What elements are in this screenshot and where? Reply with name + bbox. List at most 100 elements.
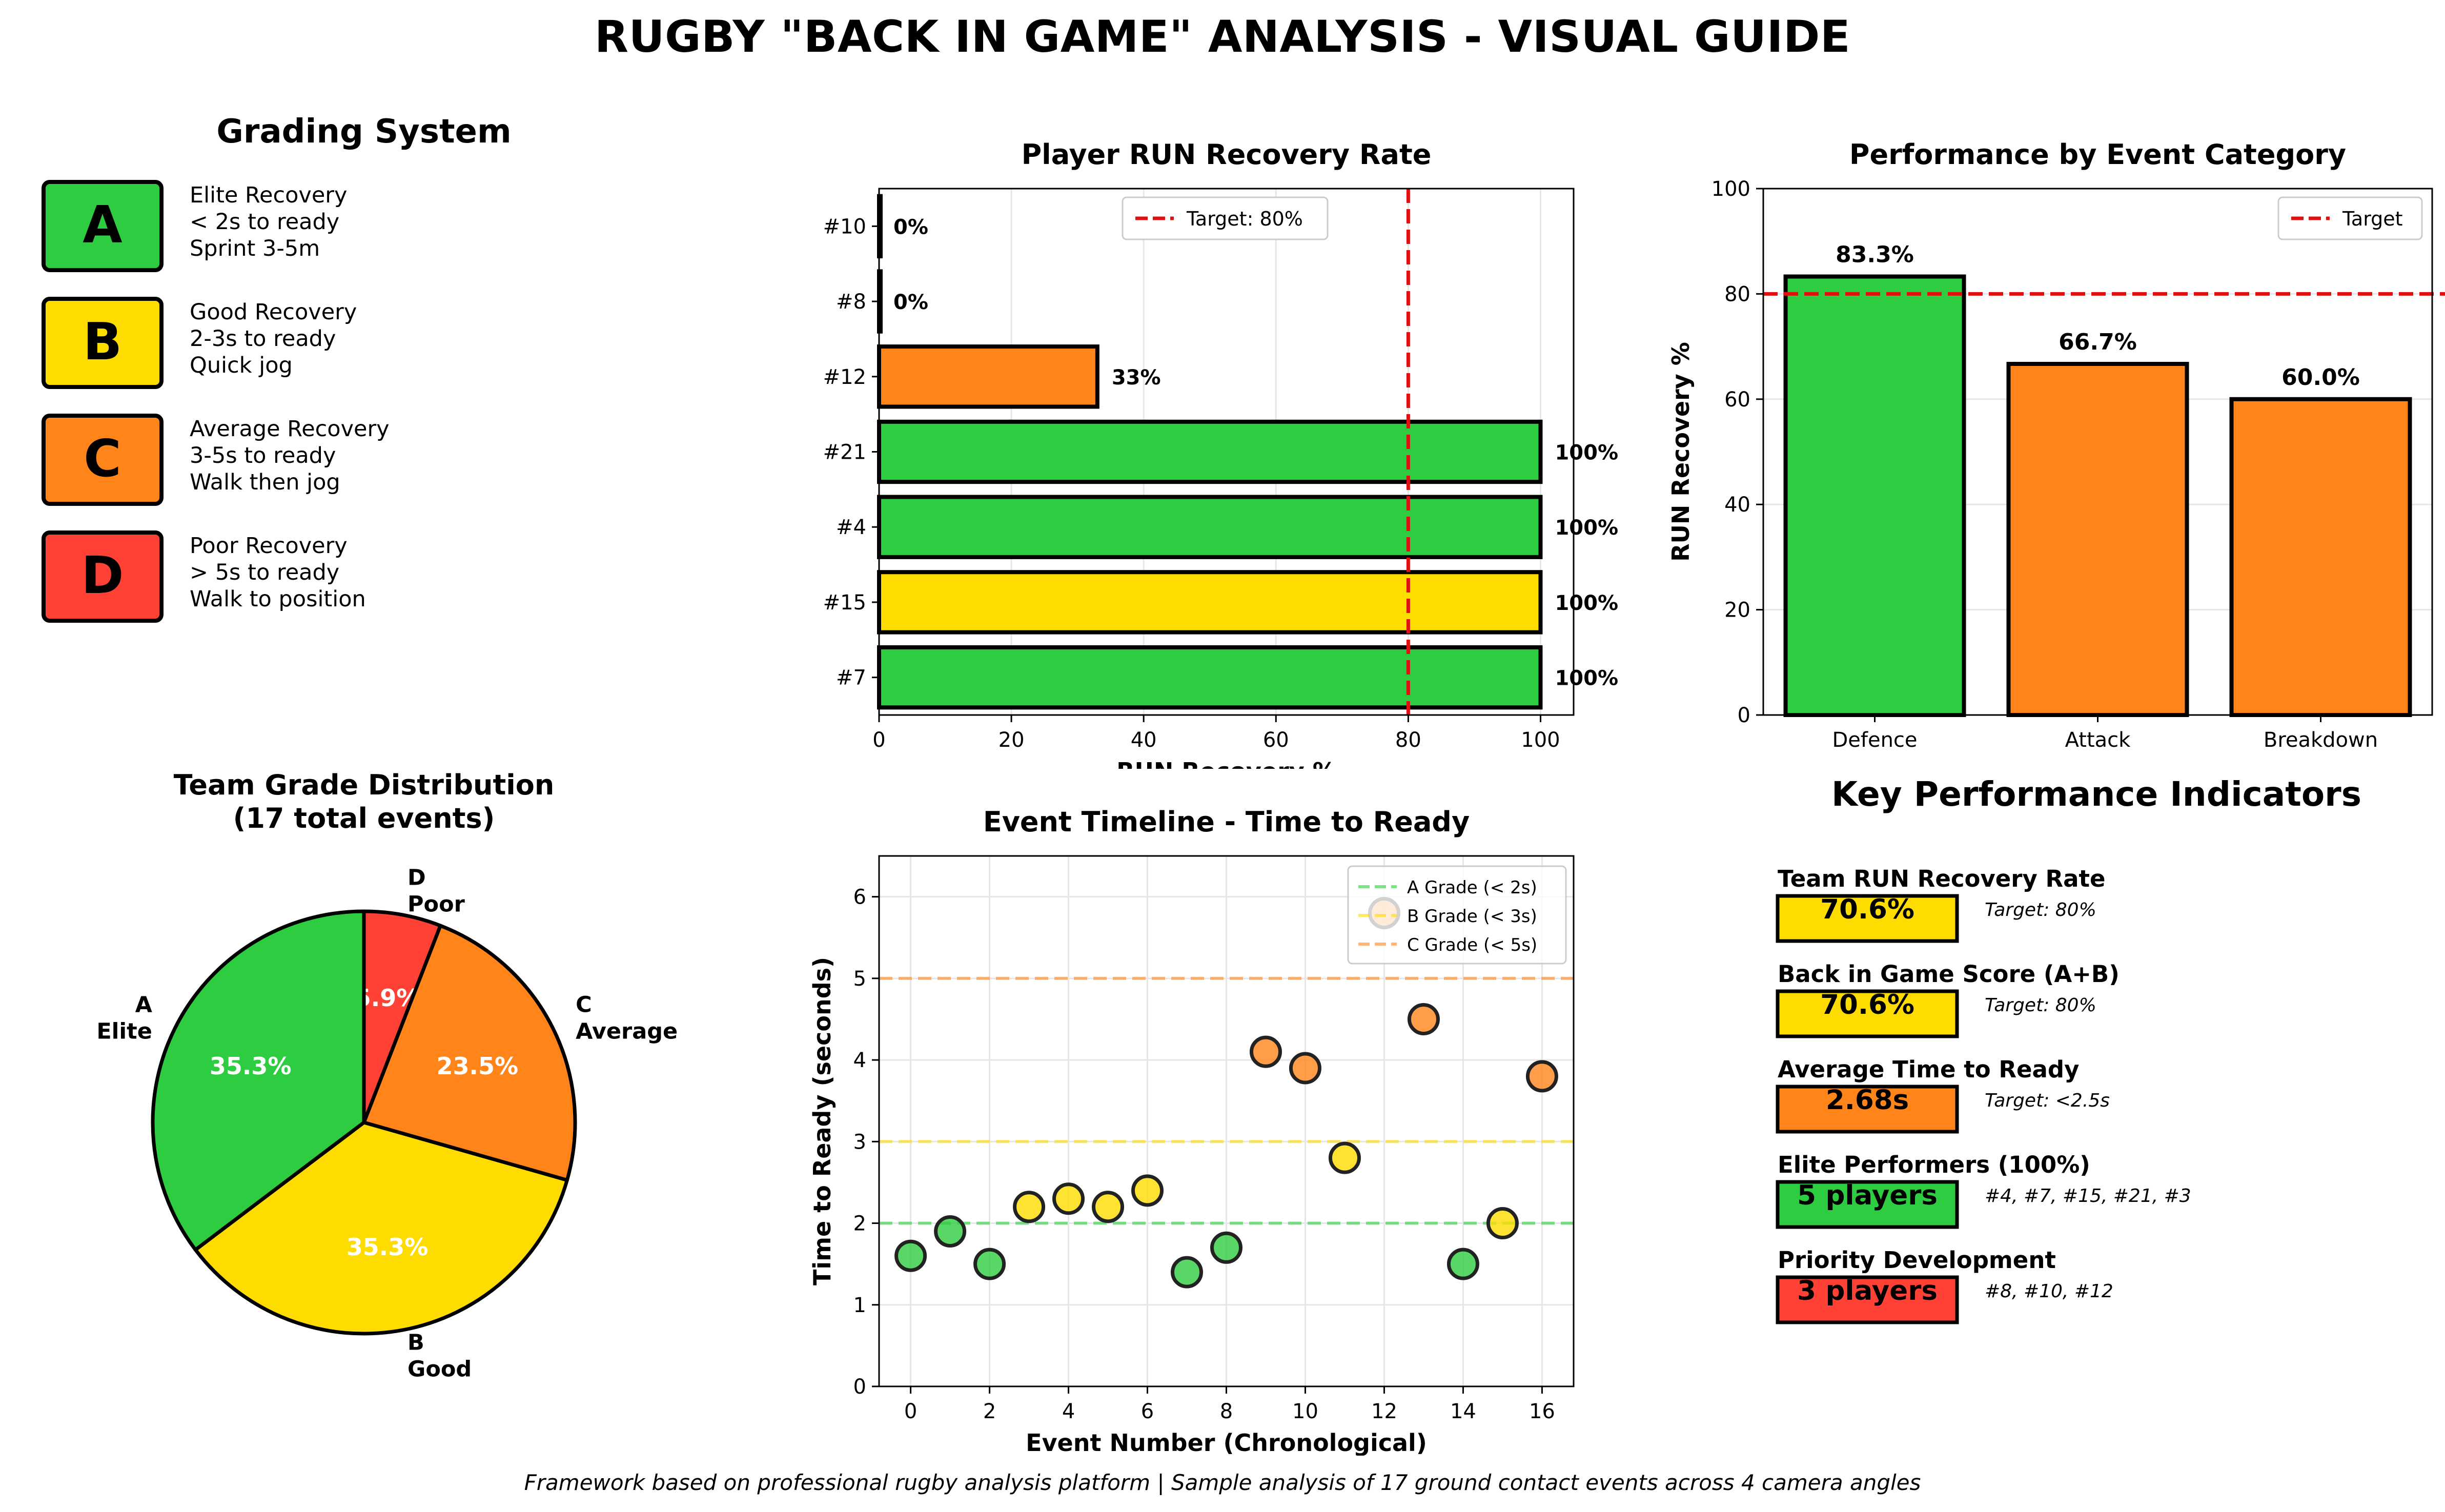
data-point xyxy=(894,1239,927,1272)
plot-frame xyxy=(1762,188,2433,716)
bar xyxy=(877,344,1099,409)
kpi-value-box xyxy=(1776,1180,1959,1229)
kpi-label: Team RUN Recovery Rate xyxy=(1778,865,2106,892)
chart-title: Team Grade Distribution xyxy=(174,769,555,801)
kpi-label: Priority Development xyxy=(1778,1247,2056,1274)
bar-value-label: 100% xyxy=(1555,591,1618,615)
x-tick-label: 100 xyxy=(1521,728,1560,752)
y-tick-label: 0 xyxy=(1738,704,1750,727)
data-point xyxy=(1407,1003,1440,1035)
bar xyxy=(2229,397,2412,717)
data-point xyxy=(1092,1191,1125,1223)
pie-percent-label: 35.3% xyxy=(347,1233,429,1261)
pie-slice xyxy=(362,924,577,1182)
y-tick-label: #10 xyxy=(823,215,866,238)
kpi-title: Key Performance Indicators xyxy=(1831,774,2361,814)
x-tick-label: 80 xyxy=(1395,728,1421,752)
legend-box xyxy=(1347,865,1567,965)
x-tick-label: Defence xyxy=(1832,728,1917,752)
legend-label: A Grade (< 2s) xyxy=(1407,877,1537,898)
grade-description-line: Elite Recovery xyxy=(190,182,347,208)
y-tick-label: #21 xyxy=(823,441,866,464)
bar xyxy=(877,419,1543,484)
kpi-panel: Key Performance Indicators Team RUN Recov… xyxy=(1776,774,2361,1324)
x-tick-label: 0 xyxy=(872,728,885,752)
y-tick-label: 0 xyxy=(853,1375,866,1399)
data-point xyxy=(934,1215,967,1248)
player-recovery-chart: Player RUN Recovery Rate 100% #7 100% #15 100… xyxy=(823,138,1618,769)
x-tick-label: 10 xyxy=(1292,1400,1318,1423)
legend-box xyxy=(1122,196,1329,240)
kpi-value: 3 players xyxy=(1797,1275,1938,1306)
pie-grade-label: A xyxy=(135,992,153,1017)
kpi-label: Average Time to Ready xyxy=(1778,1056,2079,1083)
x-tick-label: 60 xyxy=(1263,728,1289,752)
pie-percent-label: 23.5% xyxy=(437,1052,519,1080)
data-point xyxy=(1328,1141,1361,1174)
grade-swatch xyxy=(42,414,164,506)
kpi-value-box xyxy=(1776,1085,1959,1134)
y-tick-label: 6 xyxy=(853,886,866,909)
pie-category-label: Average xyxy=(576,1018,678,1044)
kpi-item: Back in Game Score (A+B)70.6% Target: 80% xyxy=(1776,961,2120,1038)
pie-slice xyxy=(193,1120,569,1336)
grade-description-line: Walk then jog xyxy=(190,469,340,495)
grade-swatch xyxy=(42,180,164,272)
kpi-value: 5 players xyxy=(1797,1180,1938,1211)
x-tick-label: 0 xyxy=(904,1400,917,1423)
legend-label: Target: 80% xyxy=(1186,208,1303,230)
kpi-note: Target: <2.5s xyxy=(1985,1090,2110,1111)
bar-value-label: 83.3% xyxy=(1836,242,1914,268)
bar-value-label: 66.7% xyxy=(2059,329,2137,355)
bar xyxy=(877,495,1543,559)
y-tick-label: #7 xyxy=(836,666,866,690)
y-tick-label: #8 xyxy=(836,290,866,314)
pie-category-label: Poor xyxy=(408,891,465,917)
x-tick-label: 16 xyxy=(1529,1400,1555,1423)
y-axis-label: Time to Ready (seconds) xyxy=(808,957,836,1285)
y-tick-label: 100 xyxy=(1712,177,1750,201)
plot-frame xyxy=(878,188,1575,716)
grade-description-line: Average Recovery xyxy=(190,416,390,442)
data-point xyxy=(1289,1052,1321,1085)
chart-title: Player RUN Recovery Rate xyxy=(1022,138,1432,171)
bar-value-label: 100% xyxy=(1555,441,1618,465)
bar-value-label: 100% xyxy=(1555,667,1618,690)
kpi-note: #4, #7, #15, #21, #3 xyxy=(1985,1186,2191,1207)
chart-title: Event Timeline - Time to Ready xyxy=(983,806,1470,838)
y-tick-label: #12 xyxy=(823,365,866,389)
y-tick-label: 40 xyxy=(1724,493,1750,517)
bar-value-label: 60.0% xyxy=(2281,364,2360,391)
legend-label: Target xyxy=(2342,208,2403,230)
grade-distribution-chart: Team Grade Distribution(17 total events)… xyxy=(96,769,678,1382)
chart-subtitle: (17 total events) xyxy=(233,802,495,834)
data-point xyxy=(1013,1191,1046,1223)
legend: Target xyxy=(2277,196,2423,240)
grading-title: Grading System xyxy=(216,113,511,151)
kpi-value-box xyxy=(1776,894,1959,943)
x-tick-label: 2 xyxy=(983,1400,996,1423)
kpi-note: #8, #10, #12 xyxy=(1985,1281,2113,1302)
grade-description-line: Poor Recovery xyxy=(190,533,348,559)
grade-letter: B xyxy=(83,312,122,372)
pie-category-label: Elite xyxy=(96,1018,152,1044)
grade-letter: D xyxy=(81,545,124,605)
pie-percent-label: 35.3% xyxy=(210,1052,292,1080)
bar xyxy=(877,570,1543,635)
x-axis-label: RUN Recovery % xyxy=(1116,758,1336,769)
grade-description-line: Walk to position xyxy=(190,586,366,612)
kpi-label: Elite Performers (100%) xyxy=(1778,1151,2090,1178)
y-tick-label: 5 xyxy=(853,967,866,991)
x-tick-label: 40 xyxy=(1131,728,1157,752)
grading-system-panel: Grading System A Elite Recovery< 2s to rea… xyxy=(42,113,512,623)
bar-value-label: 0% xyxy=(893,291,928,314)
grade-description-line: Sprint 3-5m xyxy=(190,236,320,261)
grade-description-line: Quick jog xyxy=(190,353,293,378)
x-tick-label: 12 xyxy=(1371,1400,1397,1423)
y-tick-label: #4 xyxy=(836,516,866,539)
